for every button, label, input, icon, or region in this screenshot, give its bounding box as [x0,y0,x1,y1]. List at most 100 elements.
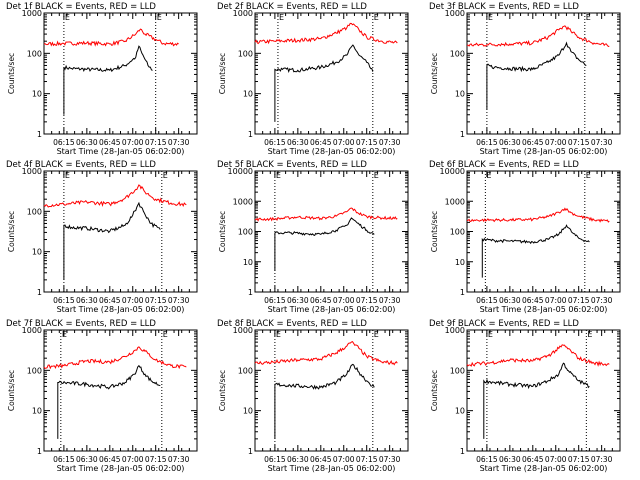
x-tick-label: 06:30 [287,138,309,147]
y-tick-label: 100 [238,366,253,375]
x-tick-label: 07:15 [568,455,590,464]
x-tick-label: 07:00 [333,455,355,464]
x-tick-label: 06:45 [310,455,332,464]
events-series-line [57,364,161,439]
lld-series-line [466,207,610,223]
y-axis-label: Counts/sec [7,370,16,411]
y-axis-label: Counts/sec [430,370,439,411]
plot-frame [466,12,621,135]
x-tick-label: 06:15 [476,138,498,147]
y-axis-label: Counts/sec [7,211,16,252]
event-marker-label: E [587,330,592,339]
y-tick-label: 1000 [233,326,253,335]
x-tick-label: 06:45 [310,138,332,147]
x-tick-label: 06:15 [53,296,75,305]
x-tick-label: 06:30 [499,455,521,464]
panel-title: Det 7f BLACK = Events, RED = LLD [6,319,156,329]
x-tick-label: 07:30 [168,455,190,464]
y-tick-label: 10 [243,407,253,416]
x-tick-label: 06:45 [99,455,121,464]
panel-title: Det 1f BLACK = Events, RED = LLD [6,2,156,12]
y-tick-label: 100 [450,49,465,58]
x-tick-label: 06:45 [99,296,121,305]
y-tick-label: 10 [32,90,42,99]
lld-series-line [467,25,610,47]
event-marker-label: E [586,13,591,22]
x-tick-label: 07:30 [379,455,401,464]
y-tick-label: 1000 [445,9,465,18]
detector-panel: Det 8f BLACK = Events, RED = LLD 1 10 100 10… [217,319,409,473]
y-tick-label: 10 [455,407,465,416]
x-tick-label: 07:30 [379,138,401,147]
y-tick-label: 10 [243,258,253,267]
panel-title: Det 5f BLACK = Events, RED = LLD [217,160,367,170]
event-marker-label: E [157,13,162,22]
y-tick-label: 10 [32,407,42,416]
x-tick-label: 07:00 [122,455,144,464]
detector-panel: Det 4f BLACK = Events, RED = LLD 1 10 100 10… [6,160,198,314]
plot-frame [43,170,198,293]
x-tick-label: 07:00 [545,296,567,305]
x-tick-label: 06:45 [310,296,332,305]
x-tick-label: 07:30 [379,296,401,305]
x-tick-label: 06:15 [476,296,498,305]
y-axis-label: Counts/sec [218,211,227,252]
y-tick-label: 1000 [22,326,42,335]
x-tick-label: 06:30 [76,138,98,147]
y-tick-label: 1000 [22,167,42,176]
event-marker-label: E [65,171,70,180]
x-tick-label: 07:00 [122,138,144,147]
y-tick-label: 1000 [445,326,465,335]
x-tick-label: 07:15 [568,138,590,147]
x-tick-label: 06:30 [76,455,98,464]
x-tick-label: 07:30 [591,455,613,464]
y-tick-label: 1000 [233,197,253,206]
x-axis-label: Start Time (28-Jan-05 06:02:00) [480,305,608,314]
lld-series-line [254,207,398,222]
event-marker-label: E [62,330,67,339]
event-marker-label: E [276,330,281,339]
event-marker-label: E [279,13,284,22]
event-marker-label: E [163,330,168,339]
y-tick-label: 1 [248,288,253,297]
detector-panel: Det 9f BLACK = Events, RED = LLD 1 10 100 10… [429,319,621,473]
x-tick-label: 06:45 [522,455,544,464]
x-axis-label: Start Time (28-Jan-05 06:02:00) [57,147,185,156]
events-series-line [274,363,375,439]
y-tick-label: 10 [455,90,465,99]
x-tick-label: 07:15 [568,296,590,305]
lld-series-line [254,340,398,366]
panel-title: Det 6f BLACK = Events, RED = LLD [429,160,579,170]
x-tick-label: 06:30 [287,455,309,464]
x-tick-label: 06:45 [99,138,121,147]
event-marker-label: E [374,171,379,180]
detector-panel: Det 7f BLACK = Events, RED = LLD 1 10 100 10… [6,319,198,473]
x-tick-label: 07:00 [333,296,355,305]
lld-series-line [43,28,179,47]
y-tick-label: 1 [37,447,42,456]
x-tick-label: 06:15 [264,296,286,305]
x-tick-label: 07:00 [333,138,355,147]
x-tick-label: 06:15 [476,455,498,464]
x-tick-label: 07:30 [168,138,190,147]
y-tick-label: 1 [37,130,42,139]
y-tick-label: 100 [27,207,42,216]
y-tick-label: 100 [27,366,42,375]
x-tick-label: 07:00 [122,296,144,305]
plot-frame [254,329,409,452]
y-tick-label: 10000 [440,167,465,176]
event-marker-label: E [488,13,493,22]
y-tick-label: 100 [238,49,253,58]
y-axis-label: Counts/sec [7,53,16,94]
x-axis-label: Start Time (28-Jan-05 06:02:00) [480,464,608,473]
plot-frame [43,329,198,452]
event-marker-label: E [163,171,168,180]
x-tick-label: 07:15 [145,138,167,147]
y-tick-label: 10 [243,90,253,99]
x-tick-label: 07:00 [545,455,567,464]
detector-panel: Det 2f BLACK = Events, RED = LLD 1 10 100 10… [217,2,409,156]
event-marker-label: E [486,171,491,180]
x-tick-label: 07:00 [545,138,567,147]
y-tick-label: 1000 [445,197,465,206]
